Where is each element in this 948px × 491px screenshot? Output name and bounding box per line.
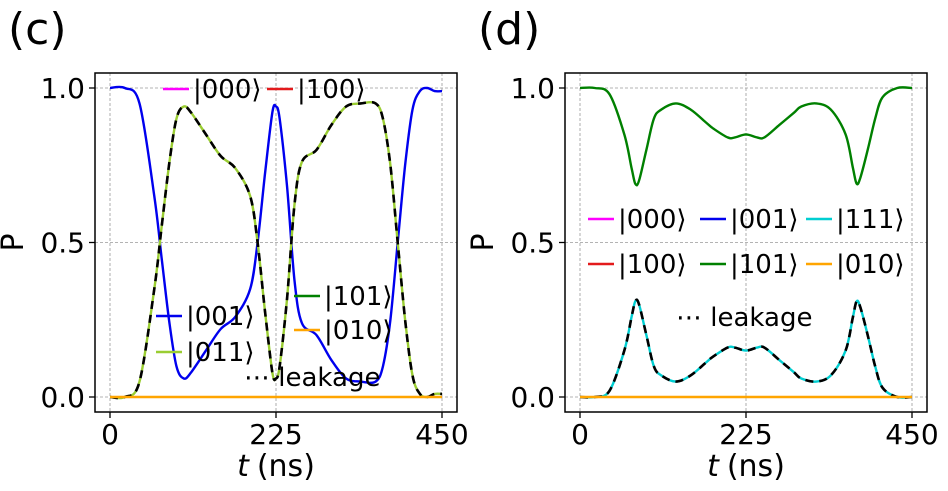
y-tick-label-1: 0.5 xyxy=(510,227,555,260)
legend-010-label: |010⟩ xyxy=(324,316,393,346)
x-tick-label-0: 0 xyxy=(101,418,119,451)
x-axis-label-unit: (ns) xyxy=(727,449,785,484)
legend-100-label: |100⟩ xyxy=(297,75,366,105)
legend-000-label: |000⟩ xyxy=(193,75,262,105)
x-axis-label-variable: t xyxy=(707,449,720,484)
legend-011-label: |011⟩ xyxy=(186,338,255,368)
x-tick-label-1: 225 xyxy=(719,418,772,451)
legend-101-label: |101⟩ xyxy=(730,250,799,280)
legend-100-label: |100⟩ xyxy=(618,250,687,280)
x-axis-label-variable: t xyxy=(237,449,250,484)
panel-label-c: (c) xyxy=(8,4,67,55)
y-axis-label: P xyxy=(0,233,31,251)
legend-111-label: |111⟩ xyxy=(836,205,905,235)
y-tick-label-2: 1.0 xyxy=(510,72,555,105)
chart-panel-c: 0 225 450 0.0 0.5 1.0 t(ns) P xyxy=(0,72,469,484)
x-tick-label-2: 450 xyxy=(415,418,468,451)
y-tick-label-0: 0.0 xyxy=(510,381,555,414)
y-axis-label: P xyxy=(466,233,501,251)
y-tick-label-0: 0.0 xyxy=(40,381,85,414)
legend-c: |000⟩ |100⟩ |001⟩ |011⟩ |101⟩ |010⟩ ⋯ leakage xyxy=(156,75,393,393)
legend-001-label: |001⟩ xyxy=(186,302,255,332)
series-line-0 xyxy=(579,86,913,187)
x-axis-label-unit: (ns) xyxy=(257,449,315,484)
legend-leakage-label: ⋯ leakage xyxy=(676,303,812,333)
panel-label-d: (d) xyxy=(478,4,541,55)
x-tick-label-1: 225 xyxy=(249,418,302,451)
y-tick-label-2: 1.0 xyxy=(40,72,85,105)
y-tick-label-1: 0.5 xyxy=(40,227,85,260)
series-line-2 xyxy=(579,298,913,399)
legend-101-label: |101⟩ xyxy=(324,282,393,312)
x-tick-label-2: 450 xyxy=(885,418,938,451)
x-axis-label: t (ns) xyxy=(707,449,785,484)
x-axis-label: t (ns) xyxy=(237,449,315,484)
legend-leakage-label: ⋯ leakage xyxy=(244,363,380,393)
series-line-2 xyxy=(109,100,443,400)
legend-010-label: |010⟩ xyxy=(836,250,905,280)
legend-d: |000⟩ |001⟩ |111⟩ |100⟩ |101⟩ |010⟩ ⋯ leakage xyxy=(588,205,905,333)
chart-panel-d: 0 225 450 0.0 0.5 1.0 t (ns) P xyxy=(466,72,939,484)
x-tick-label-0: 0 xyxy=(571,418,589,451)
legend-000-label: |000⟩ xyxy=(618,205,687,235)
legend-001-label: |001⟩ xyxy=(730,205,799,235)
